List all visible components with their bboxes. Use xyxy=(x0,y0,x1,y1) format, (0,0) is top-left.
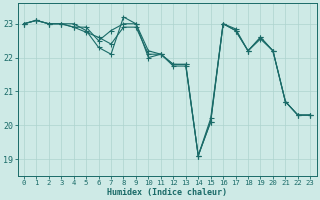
X-axis label: Humidex (Indice chaleur): Humidex (Indice chaleur) xyxy=(107,188,227,197)
